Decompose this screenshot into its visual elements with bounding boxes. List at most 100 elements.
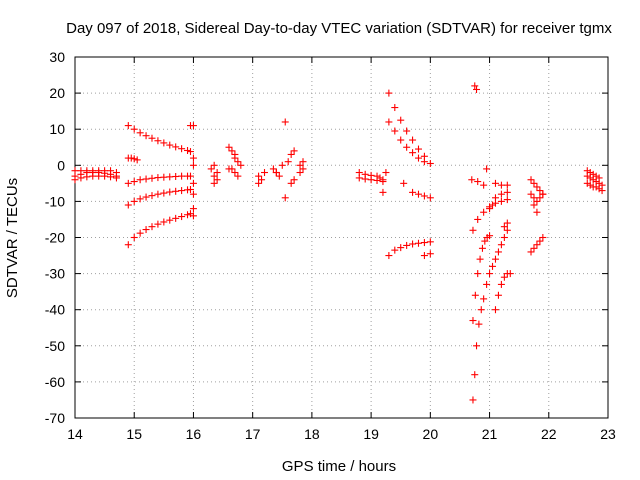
data-point [107, 167, 115, 175]
series-arc-20b [468, 176, 488, 189]
data-point [154, 190, 162, 198]
x-tick-label: 19 [363, 426, 379, 442]
data-point [539, 234, 547, 241]
series-pts-16 [186, 122, 197, 220]
data-point [281, 194, 289, 202]
data-point [261, 169, 269, 177]
y-tick-label: -30 [45, 266, 65, 282]
data-point [269, 165, 277, 173]
data-point [142, 175, 150, 183]
series-arc-15c [124, 172, 194, 187]
series-arc-15e [124, 210, 194, 249]
series-arc-22a [527, 234, 547, 256]
data-point [160, 189, 168, 197]
data-point [178, 172, 186, 180]
data-point [397, 136, 405, 144]
data-point [480, 181, 488, 189]
series-pts-16b [207, 161, 221, 187]
data-point [480, 208, 488, 216]
data-point [210, 179, 218, 187]
data-point [536, 237, 544, 245]
data-point [473, 342, 481, 350]
data-point [71, 176, 79, 184]
data-point [379, 188, 387, 196]
data-point [130, 178, 138, 186]
data-point [130, 197, 138, 205]
data-point [397, 244, 405, 252]
data-point [385, 252, 393, 260]
data-point [414, 190, 422, 198]
y-tick-label: -50 [45, 338, 65, 354]
data-point [503, 181, 511, 189]
data-point [494, 291, 502, 299]
axis-ticks [74, 56, 609, 419]
data-point [178, 145, 186, 153]
data-point [186, 185, 194, 193]
data-point [494, 248, 502, 256]
x-tick-label: 14 [67, 426, 83, 442]
data-point [373, 176, 381, 184]
data-point [124, 179, 132, 187]
data-point [491, 306, 499, 314]
data-point [255, 172, 263, 180]
data-point [478, 244, 486, 252]
data-point [142, 132, 150, 140]
data-point [142, 193, 150, 201]
data-point [207, 165, 215, 173]
data-point [486, 232, 494, 240]
y-tick-label: -40 [45, 302, 65, 318]
chart-title: Day 097 of 2018, Sidereal Day-to-day VTE… [66, 20, 612, 37]
data-point [474, 178, 482, 186]
data-point [473, 85, 481, 93]
data-point [77, 174, 85, 182]
data-point [148, 192, 156, 200]
data-point [355, 174, 363, 182]
data-point [533, 183, 541, 191]
data-point [426, 238, 434, 246]
data-point [391, 104, 399, 112]
data-point [536, 187, 544, 195]
data-point [497, 241, 505, 249]
series-arc-19a [385, 89, 434, 167]
data-point [189, 122, 197, 130]
data-point [397, 116, 405, 124]
series-pts-20a [471, 82, 481, 93]
data-point [409, 188, 417, 196]
series-arc-21c [491, 179, 511, 189]
data-points [71, 82, 606, 404]
data-point [414, 145, 422, 153]
data-point [234, 172, 242, 180]
series-arc-15a [124, 122, 194, 156]
data-point [186, 172, 194, 180]
data-point [420, 192, 428, 200]
data-point [530, 244, 538, 252]
series-arc-19d [400, 179, 434, 202]
data-point [296, 161, 304, 169]
data-point [483, 280, 491, 288]
y-tick-label: 10 [49, 121, 65, 137]
data-point [213, 169, 221, 177]
data-point [530, 179, 538, 187]
data-point [471, 82, 479, 90]
data-point [225, 143, 233, 151]
data-point [391, 246, 399, 254]
data-point [469, 226, 477, 234]
data-point [83, 167, 91, 175]
data-point [166, 141, 174, 149]
data-point [237, 161, 245, 169]
data-point [497, 280, 505, 288]
series-arc-21a [491, 270, 514, 314]
data-point [166, 188, 174, 196]
data-point [142, 226, 150, 234]
x-axis-title: GPS time / hours [282, 458, 396, 475]
data-point [272, 169, 280, 177]
data-point [391, 127, 399, 135]
data-point [420, 252, 428, 260]
data-point [189, 190, 197, 198]
series-arc-21b [483, 165, 511, 213]
data-point [287, 150, 295, 158]
data-point [290, 176, 298, 184]
x-tick-label: 16 [186, 426, 202, 442]
data-point [172, 214, 180, 222]
data-point [489, 262, 497, 270]
